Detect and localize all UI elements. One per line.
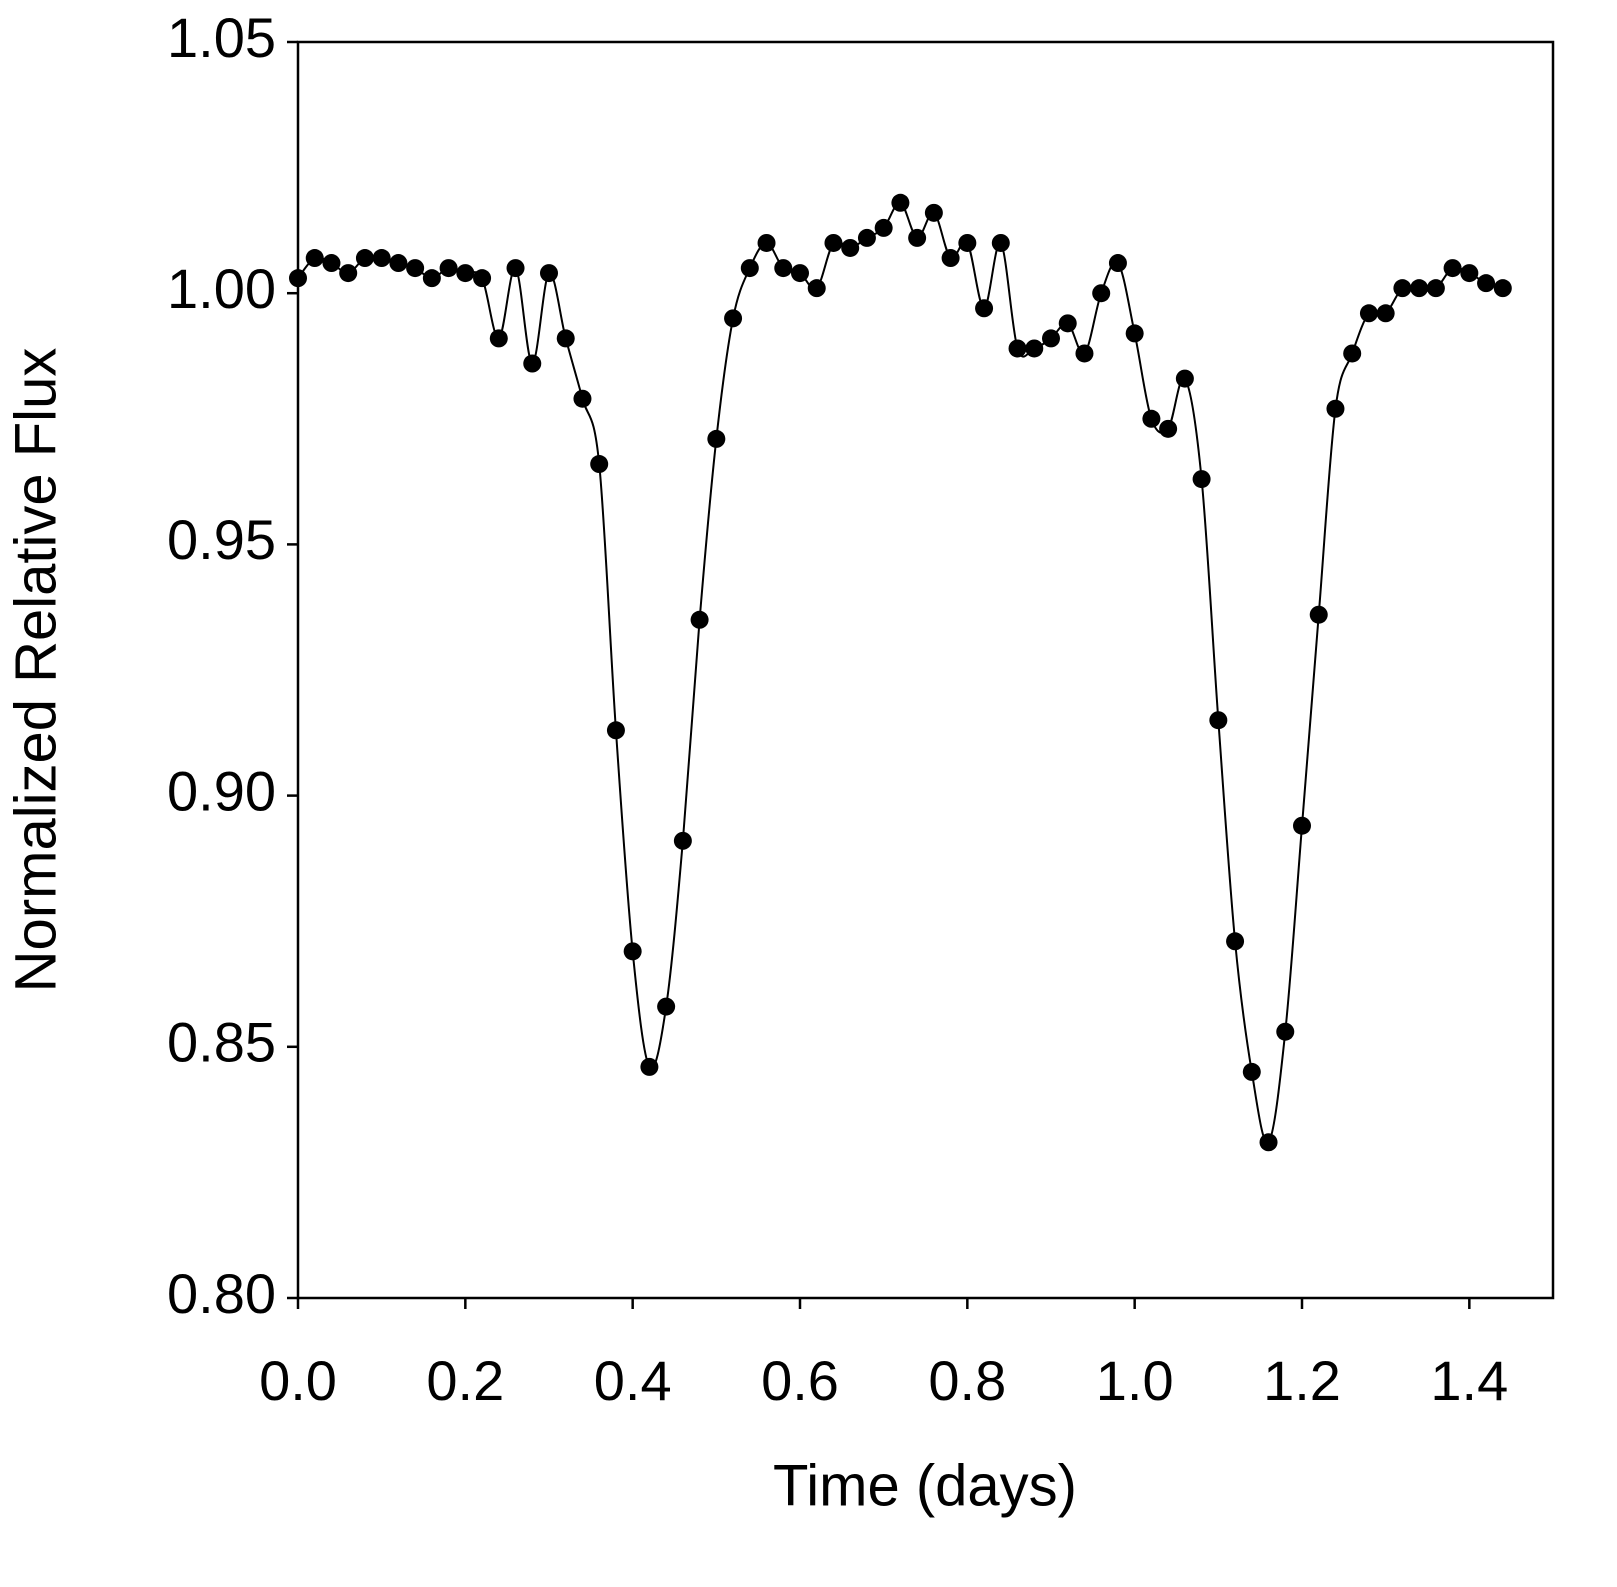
data-point <box>924 203 943 222</box>
data-point <box>540 264 558 283</box>
data-point <box>1426 279 1445 298</box>
data-point <box>439 259 458 278</box>
data-point <box>1125 324 1144 343</box>
x-tick-label: 0.0 <box>259 1349 337 1412</box>
data-point <box>724 309 743 328</box>
data-point <box>473 269 492 288</box>
y-tick-label: 1.05 <box>167 6 276 69</box>
data-point <box>506 259 525 278</box>
data-point <box>791 264 809 283</box>
data-point <box>1209 711 1228 730</box>
data-point <box>1477 274 1496 293</box>
data-point <box>941 249 960 268</box>
y-tick-label: 0.95 <box>167 508 276 571</box>
data-point <box>372 249 391 268</box>
data-point <box>339 264 358 283</box>
data-point <box>1309 605 1328 624</box>
data-point <box>1226 932 1245 951</box>
data-point <box>1042 329 1060 348</box>
data-point <box>1142 409 1161 428</box>
data-point <box>289 269 307 288</box>
data-point <box>640 1057 659 1076</box>
data-point <box>908 228 927 247</box>
data-point <box>673 831 692 850</box>
x-tick-label: 1.2 <box>1263 1349 1341 1412</box>
data-point <box>406 259 425 278</box>
data-point <box>1359 304 1378 323</box>
y-tick-label: 0.90 <box>167 759 276 822</box>
flux-line <box>297 201 1504 1144</box>
x-tick-label: 0.2 <box>426 1349 504 1412</box>
data-point <box>1175 369 1194 388</box>
data-point <box>1493 279 1512 298</box>
data-point <box>305 249 324 268</box>
data-point <box>841 238 860 257</box>
x-axis-title: Time (days) <box>773 1453 1077 1518</box>
y-tick-label: 0.80 <box>167 1262 276 1325</box>
data-point <box>322 254 341 273</box>
data-point <box>1192 470 1211 489</box>
data-point <box>1276 1022 1295 1041</box>
data-point <box>891 193 910 212</box>
data-point <box>874 218 893 237</box>
data-point <box>389 254 408 273</box>
data-point <box>1008 339 1027 358</box>
data-point <box>1058 314 1077 333</box>
x-tick-label: 0.6 <box>761 1349 839 1412</box>
data-point <box>740 259 759 278</box>
data-point <box>1259 1133 1278 1152</box>
data-point <box>590 455 609 474</box>
data-point <box>1159 419 1178 438</box>
y-tick-label: 0.85 <box>167 1011 276 1074</box>
data-point <box>1376 304 1395 323</box>
data-point <box>657 997 676 1016</box>
data-point <box>690 610 709 629</box>
data-point <box>975 299 994 318</box>
data-point <box>757 233 776 252</box>
data-point <box>707 429 726 448</box>
data-point <box>1410 279 1429 298</box>
data-point <box>1393 279 1412 298</box>
data-point <box>523 354 542 373</box>
data-point <box>991 233 1010 252</box>
data-point <box>824 233 843 252</box>
data-point <box>807 279 826 298</box>
data-point <box>556 329 575 348</box>
data-point <box>958 233 977 252</box>
data-point <box>774 259 793 278</box>
data-point <box>1326 399 1345 418</box>
data-point <box>623 942 642 961</box>
data-point <box>1460 264 1479 283</box>
x-tick-label: 1.0 <box>1096 1349 1174 1412</box>
plot-frame <box>296 40 1555 1300</box>
data-point <box>1108 254 1127 273</box>
data-point <box>1343 344 1362 363</box>
data-point <box>355 249 374 268</box>
x-tick-label: 0.8 <box>928 1349 1006 1412</box>
data-point <box>1025 339 1044 358</box>
y-tick-label: 1.00 <box>167 257 276 320</box>
data-point <box>422 269 441 288</box>
data-point <box>489 329 508 348</box>
data-point <box>1293 816 1311 835</box>
x-tick-label: 1.4 <box>1430 1349 1508 1412</box>
y-axis-title: Normalized Relative Flux <box>3 348 68 993</box>
data-point <box>857 228 876 247</box>
data-point <box>606 721 625 740</box>
data-point <box>1443 259 1462 278</box>
data-point <box>1092 284 1111 303</box>
data-point <box>456 264 475 283</box>
data-point <box>573 389 592 408</box>
data-point <box>1075 344 1094 363</box>
data-point <box>1242 1062 1261 1081</box>
x-tick-label: 0.4 <box>594 1349 672 1412</box>
